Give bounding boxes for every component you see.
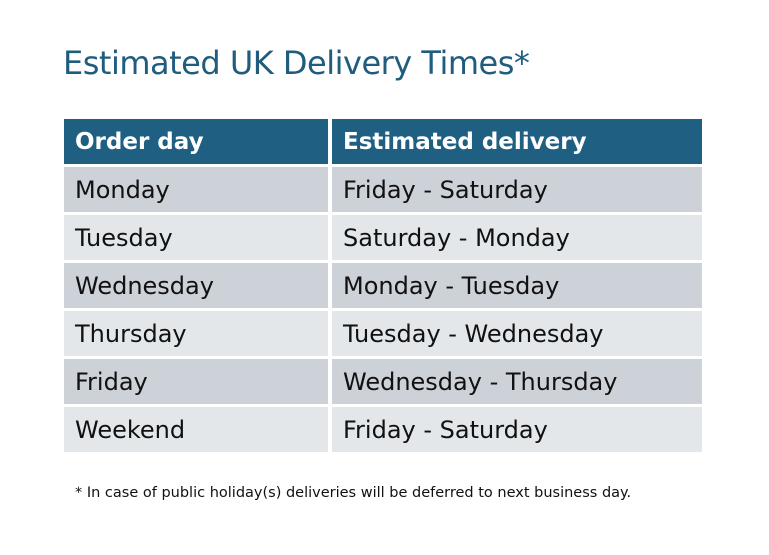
delivery-cell: Friday - Saturday xyxy=(332,407,702,452)
column-header-estimated-delivery: Estimated delivery xyxy=(332,119,702,164)
delivery-cell: Saturday - Monday xyxy=(332,215,702,260)
order-day-cell: Thursday xyxy=(64,311,328,356)
delivery-cell: Monday - Tuesday xyxy=(332,263,702,308)
footnote: * In case of public holiday(s) deliverie… xyxy=(75,485,632,501)
column-header-order-day: Order day xyxy=(64,119,328,164)
table-row: Wednesday Monday - Tuesday xyxy=(64,263,702,308)
table-row: Friday Wednesday - Thursday xyxy=(64,359,702,404)
table-row: Weekend Friday - Saturday xyxy=(64,407,702,452)
order-day-cell: Monday xyxy=(64,167,328,212)
table-header-row: Order day Estimated delivery xyxy=(64,119,702,164)
table-row: Monday Friday - Saturday xyxy=(64,167,702,212)
order-day-cell: Wednesday xyxy=(64,263,328,308)
table-row: Tuesday Saturday - Monday xyxy=(64,215,702,260)
page-title: Estimated UK Delivery Times* xyxy=(63,44,530,82)
order-day-cell: Friday xyxy=(64,359,328,404)
order-day-cell: Tuesday xyxy=(64,215,328,260)
delivery-cell: Tuesday - Wednesday xyxy=(332,311,702,356)
delivery-cell: Friday - Saturday xyxy=(332,167,702,212)
delivery-cell: Wednesday - Thursday xyxy=(332,359,702,404)
order-day-cell: Weekend xyxy=(64,407,328,452)
table-row: Thursday Tuesday - Wednesday xyxy=(64,311,702,356)
delivery-times-table: Order day Estimated delivery Monday Frid… xyxy=(60,116,706,455)
